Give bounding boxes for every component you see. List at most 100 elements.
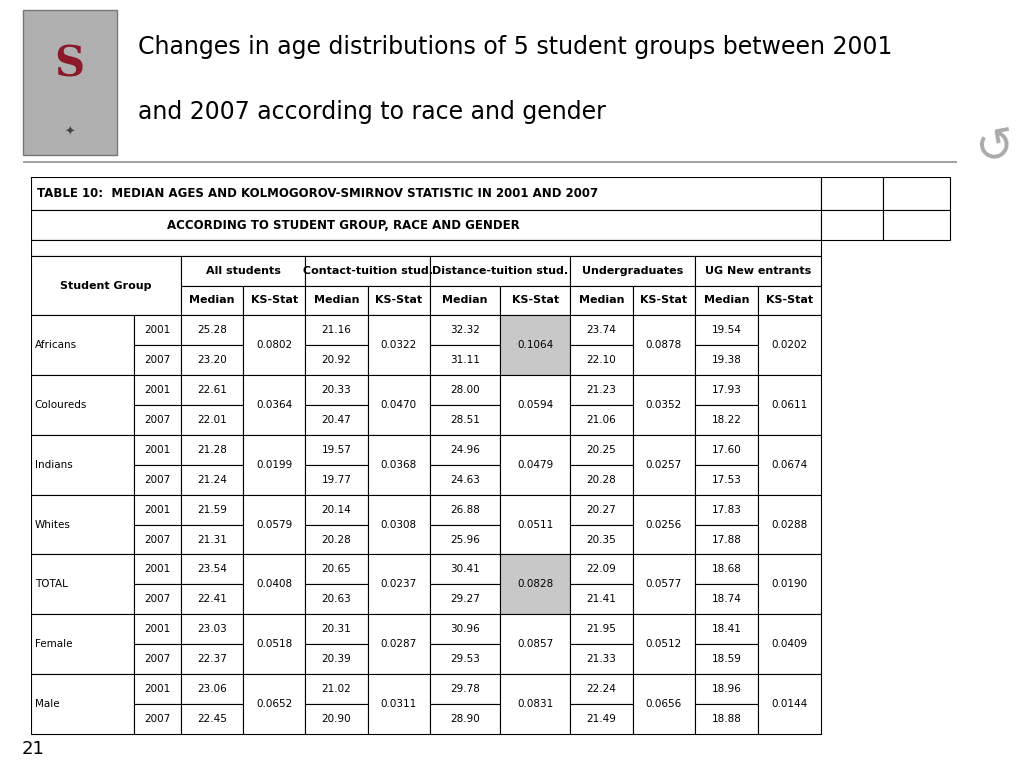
- Bar: [430, 435, 500, 465]
- Text: 22.24: 22.24: [587, 684, 616, 694]
- Text: Africans: Africans: [35, 339, 77, 350]
- Text: Female: Female: [35, 639, 72, 650]
- Text: Contact-tuition stud.: Contact-tuition stud.: [303, 266, 433, 276]
- Bar: [305, 435, 368, 465]
- Text: 17.53: 17.53: [712, 475, 741, 485]
- Bar: [430, 644, 500, 674]
- Bar: [633, 554, 694, 614]
- Bar: [430, 554, 500, 584]
- Text: Median: Median: [442, 296, 487, 306]
- Bar: [570, 375, 633, 405]
- Bar: [758, 435, 821, 495]
- Bar: [31, 257, 181, 315]
- Bar: [821, 177, 883, 210]
- Text: 21.23: 21.23: [587, 385, 616, 395]
- Bar: [134, 405, 181, 435]
- Bar: [694, 286, 758, 315]
- Bar: [134, 614, 181, 644]
- Bar: [181, 375, 243, 405]
- Bar: [305, 584, 368, 614]
- Text: Distance-tuition stud.: Distance-tuition stud.: [432, 266, 568, 276]
- Text: 0.0287: 0.0287: [381, 639, 417, 650]
- Bar: [430, 375, 500, 405]
- Bar: [430, 405, 500, 435]
- Bar: [368, 286, 430, 315]
- Text: 0.0322: 0.0322: [381, 339, 417, 350]
- Bar: [633, 495, 694, 554]
- Text: KS-Stat: KS-Stat: [640, 296, 687, 306]
- Bar: [570, 495, 633, 525]
- Text: 0.0352: 0.0352: [645, 399, 682, 410]
- Text: UG New entrants: UG New entrants: [705, 266, 811, 276]
- Text: ACCORDING TO STUDENT GROUP, RACE AND GENDER: ACCORDING TO STUDENT GROUP, RACE AND GEN…: [167, 219, 519, 231]
- Bar: [694, 554, 758, 584]
- Bar: [570, 345, 633, 375]
- Text: 25.28: 25.28: [197, 325, 227, 335]
- Text: 17.60: 17.60: [712, 445, 741, 455]
- Text: 0.0594: 0.0594: [517, 399, 553, 410]
- Text: 18.22: 18.22: [712, 415, 741, 425]
- Text: 26.88: 26.88: [451, 505, 480, 515]
- Bar: [31, 435, 134, 495]
- Text: 0.0479: 0.0479: [517, 459, 553, 470]
- Text: 0.0470: 0.0470: [381, 399, 417, 410]
- Text: 21.06: 21.06: [587, 415, 616, 425]
- Text: 20.28: 20.28: [587, 475, 616, 485]
- Bar: [570, 286, 633, 315]
- Bar: [368, 495, 430, 554]
- Text: Whites: Whites: [35, 519, 71, 530]
- Text: 19.57: 19.57: [322, 445, 351, 455]
- Text: 22.01: 22.01: [198, 415, 227, 425]
- Text: 0.0828: 0.0828: [517, 579, 553, 590]
- Bar: [570, 465, 633, 495]
- Text: 18.59: 18.59: [712, 654, 741, 664]
- Bar: [134, 375, 181, 405]
- Text: 0.0802: 0.0802: [256, 339, 293, 350]
- Text: 0.0409: 0.0409: [771, 639, 808, 650]
- Text: KS-Stat: KS-Stat: [512, 296, 559, 306]
- Text: 20.63: 20.63: [322, 594, 351, 604]
- Bar: [305, 554, 368, 584]
- Text: 17.93: 17.93: [712, 385, 741, 395]
- Bar: [694, 315, 758, 345]
- Text: 22.61: 22.61: [197, 385, 227, 395]
- Text: 0.0144: 0.0144: [771, 699, 808, 710]
- Text: 24.63: 24.63: [451, 475, 480, 485]
- Text: Median: Median: [313, 296, 359, 306]
- Bar: [134, 495, 181, 525]
- Bar: [181, 465, 243, 495]
- Bar: [633, 614, 694, 674]
- Bar: [570, 435, 633, 465]
- Bar: [134, 525, 181, 554]
- Text: 20.31: 20.31: [322, 624, 351, 634]
- Bar: [694, 345, 758, 375]
- Bar: [181, 495, 243, 525]
- Bar: [430, 704, 500, 734]
- Bar: [500, 435, 570, 495]
- Text: 0.0190: 0.0190: [771, 579, 808, 590]
- Bar: [181, 614, 243, 644]
- Text: 28.51: 28.51: [451, 415, 480, 425]
- Bar: [305, 315, 368, 345]
- Text: 21.49: 21.49: [587, 714, 616, 724]
- Bar: [368, 674, 430, 734]
- Bar: [31, 614, 134, 674]
- Text: 32.32: 32.32: [451, 325, 480, 335]
- Bar: [368, 315, 430, 375]
- Text: 21.33: 21.33: [587, 654, 616, 664]
- Bar: [368, 614, 430, 674]
- Text: 0.0831: 0.0831: [517, 699, 553, 710]
- Text: 28.00: 28.00: [451, 385, 480, 395]
- Text: 0.0857: 0.0857: [517, 639, 553, 650]
- Bar: [694, 614, 758, 644]
- Bar: [31, 177, 821, 734]
- Bar: [694, 435, 758, 465]
- Text: 24.96: 24.96: [451, 445, 480, 455]
- Text: 18.74: 18.74: [712, 594, 741, 604]
- Text: 21.28: 21.28: [197, 445, 227, 455]
- Text: 0.1064: 0.1064: [517, 339, 553, 350]
- Bar: [500, 674, 570, 734]
- Text: Male: Male: [35, 699, 59, 710]
- Bar: [134, 435, 181, 465]
- Text: 0.0288: 0.0288: [771, 519, 808, 530]
